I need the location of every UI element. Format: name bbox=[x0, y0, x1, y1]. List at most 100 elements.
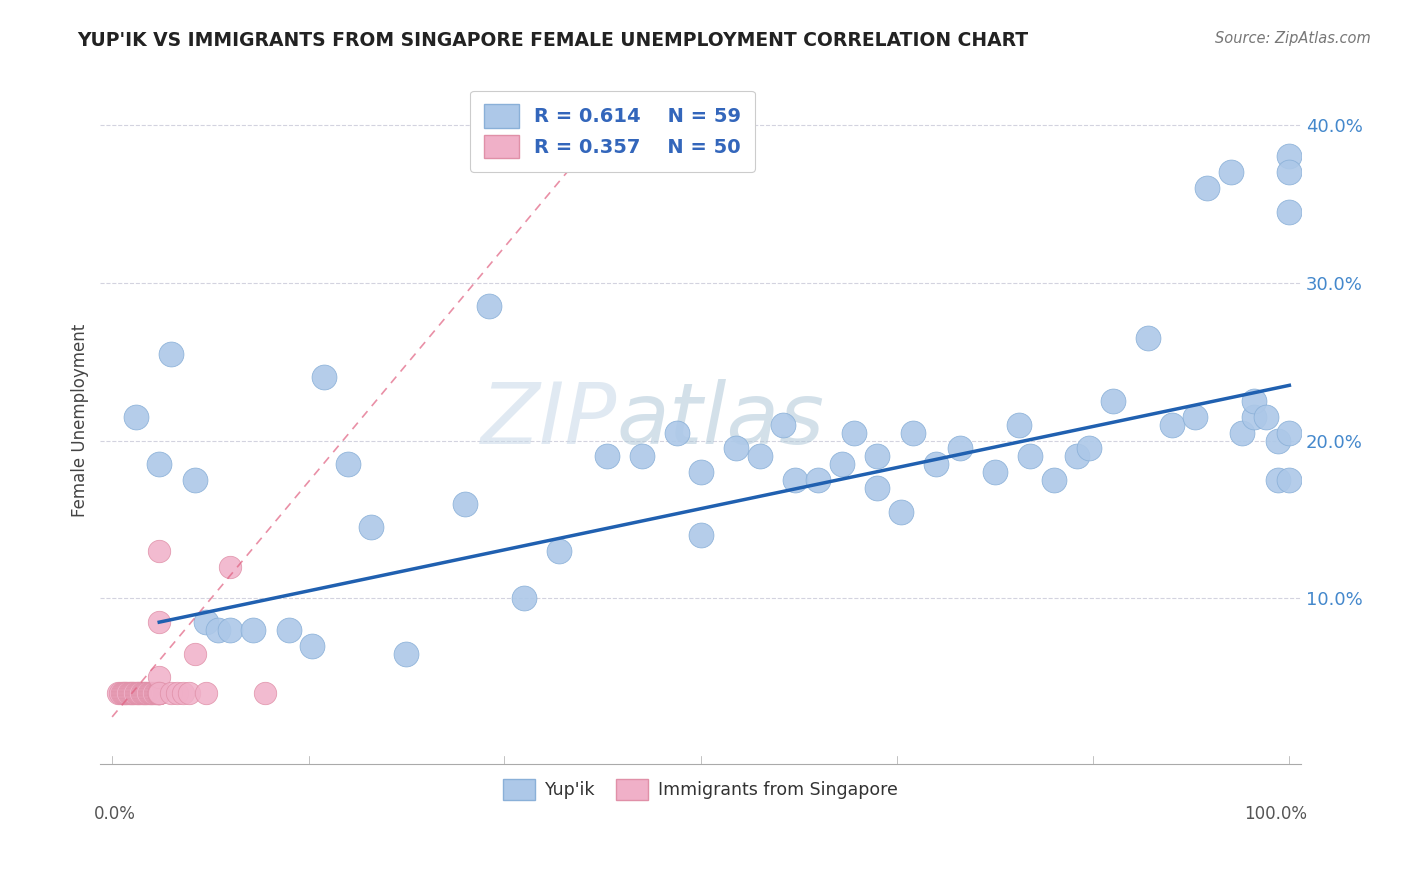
Point bbox=[117, 686, 139, 700]
Point bbox=[1019, 450, 1042, 464]
Point bbox=[1078, 442, 1101, 456]
Point bbox=[866, 481, 889, 495]
Point bbox=[548, 544, 571, 558]
Point bbox=[1267, 473, 1289, 487]
Point bbox=[360, 520, 382, 534]
Point bbox=[111, 686, 134, 700]
Point bbox=[454, 497, 477, 511]
Point bbox=[1219, 165, 1241, 179]
Point bbox=[148, 686, 170, 700]
Point bbox=[131, 686, 153, 700]
Point bbox=[1043, 473, 1066, 487]
Point bbox=[124, 686, 146, 700]
Point bbox=[242, 623, 264, 637]
Point bbox=[1278, 204, 1301, 219]
Point bbox=[128, 686, 150, 700]
Point bbox=[139, 686, 162, 700]
Point bbox=[132, 686, 155, 700]
Point bbox=[1278, 149, 1301, 163]
Point bbox=[1066, 450, 1088, 464]
Point bbox=[207, 623, 229, 637]
Point bbox=[866, 450, 889, 464]
Point bbox=[132, 686, 155, 700]
Point bbox=[1243, 394, 1265, 409]
Point bbox=[148, 544, 170, 558]
Point bbox=[141, 686, 163, 700]
Point bbox=[107, 686, 129, 700]
Point bbox=[513, 591, 536, 606]
Point bbox=[122, 686, 145, 700]
Point bbox=[114, 686, 136, 700]
Point bbox=[336, 457, 359, 471]
Point bbox=[136, 686, 159, 700]
Point bbox=[183, 647, 205, 661]
Point bbox=[148, 457, 170, 471]
Point bbox=[277, 623, 299, 637]
Point bbox=[254, 686, 277, 700]
Point bbox=[118, 686, 141, 700]
Point bbox=[112, 686, 135, 700]
Point bbox=[138, 686, 160, 700]
Point bbox=[127, 686, 149, 700]
Point bbox=[1101, 394, 1123, 409]
Text: ZIP: ZIP bbox=[481, 379, 617, 462]
Point bbox=[395, 647, 418, 661]
Text: 0.0%: 0.0% bbox=[94, 805, 136, 823]
Point bbox=[807, 473, 830, 487]
Point bbox=[124, 409, 146, 424]
Point bbox=[142, 686, 165, 700]
Point bbox=[134, 686, 156, 700]
Point bbox=[160, 347, 183, 361]
Point bbox=[666, 425, 689, 440]
Point bbox=[183, 473, 205, 487]
Point bbox=[146, 686, 169, 700]
Point bbox=[121, 686, 143, 700]
Point bbox=[312, 370, 335, 384]
Point bbox=[160, 686, 183, 700]
Point bbox=[1243, 409, 1265, 424]
Point bbox=[1232, 425, 1254, 440]
Point bbox=[110, 686, 132, 700]
Point bbox=[949, 442, 972, 456]
Text: Source: ZipAtlas.com: Source: ZipAtlas.com bbox=[1215, 31, 1371, 46]
Point bbox=[218, 560, 240, 574]
Point bbox=[117, 686, 139, 700]
Point bbox=[135, 686, 157, 700]
Point bbox=[148, 615, 170, 629]
Point bbox=[148, 686, 170, 700]
Point bbox=[1137, 331, 1160, 345]
Point bbox=[831, 457, 853, 471]
Point bbox=[115, 686, 138, 700]
Point bbox=[166, 686, 188, 700]
Text: 100.0%: 100.0% bbox=[1244, 805, 1308, 823]
Point bbox=[772, 417, 794, 432]
Point bbox=[143, 686, 166, 700]
Point bbox=[1278, 425, 1301, 440]
Point bbox=[125, 686, 148, 700]
Point bbox=[725, 442, 748, 456]
Point bbox=[1278, 165, 1301, 179]
Point bbox=[1195, 181, 1218, 195]
Point bbox=[1278, 473, 1301, 487]
Point bbox=[925, 457, 948, 471]
Point bbox=[148, 686, 170, 700]
Point bbox=[139, 686, 162, 700]
Point bbox=[110, 686, 132, 700]
Point bbox=[129, 686, 152, 700]
Point bbox=[124, 686, 146, 700]
Point bbox=[172, 686, 194, 700]
Point bbox=[195, 615, 218, 629]
Point bbox=[478, 299, 501, 313]
Text: YUP'IK VS IMMIGRANTS FROM SINGAPORE FEMALE UNEMPLOYMENT CORRELATION CHART: YUP'IK VS IMMIGRANTS FROM SINGAPORE FEMA… bbox=[77, 31, 1028, 50]
Point bbox=[890, 505, 912, 519]
Point bbox=[146, 686, 169, 700]
Point bbox=[1007, 417, 1029, 432]
Point bbox=[748, 450, 770, 464]
Point bbox=[1184, 409, 1206, 424]
Point bbox=[842, 425, 865, 440]
Point bbox=[984, 465, 1007, 479]
Legend: Yup'ik, Immigrants from Singapore: Yup'ik, Immigrants from Singapore bbox=[496, 772, 905, 807]
Point bbox=[120, 686, 142, 700]
Point bbox=[1160, 417, 1182, 432]
Point bbox=[218, 623, 240, 637]
